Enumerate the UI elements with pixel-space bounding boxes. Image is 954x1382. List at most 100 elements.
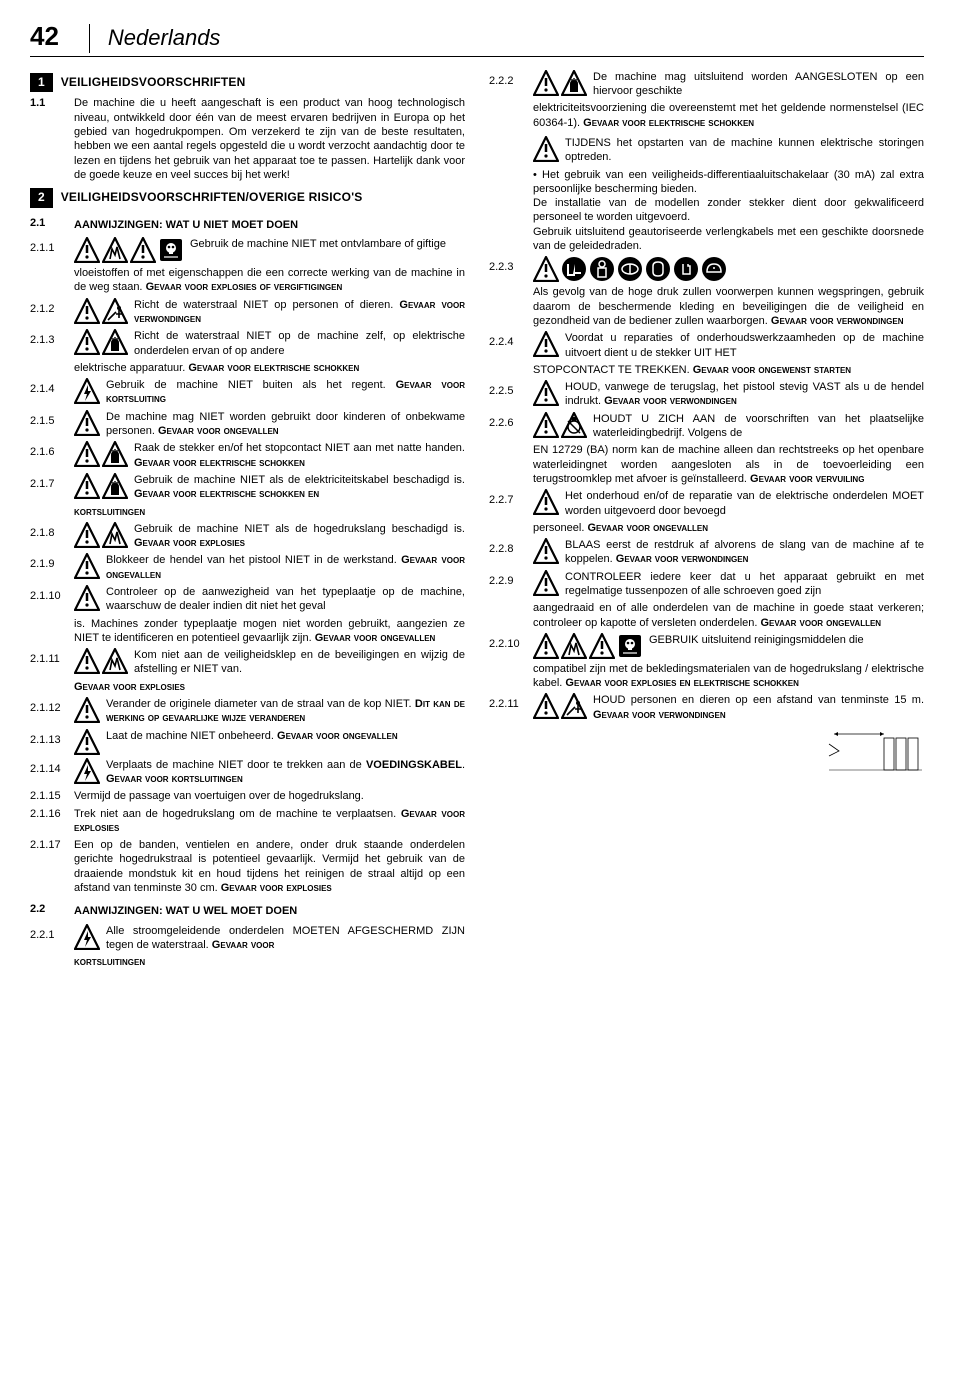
entry-text: HOUD personen en dieren op een afstand v… (593, 693, 924, 722)
entry-text: CONTROLEER iedere keer dat u het apparaa… (565, 570, 924, 599)
entry-2-2-4: 2.2.4 Voordat u reparaties of onderhouds… (489, 331, 924, 377)
section-2-head: 2 VEILIGHEIDSVOORSCHRIFTEN/OVERIGE RISIC… (30, 188, 465, 208)
entry-text: Als gevolg van de hoge druk zullen voorw… (533, 285, 924, 328)
warning-icon (130, 237, 156, 263)
sub-num: 2.1 (30, 212, 74, 234)
sub-title: AANWIJZINGEN: WAT U WEL MOET DOEN (74, 904, 297, 918)
entry-num: 2.2.11 (489, 693, 533, 711)
entry-2-1-14: 2.1.14 Verplaats de machine NIET door te… (30, 758, 465, 787)
bolt-icon (74, 924, 100, 950)
entry-text-extra: De installatie van de modellen zonder st… (533, 196, 924, 225)
entry-2-2-10: 2.2.10 GEBRUIK uitsluitend reinigingsmid… (489, 633, 924, 691)
entry-num: 2.1.4 (30, 378, 74, 396)
entry-2-1-12: 2.1.12 Verander de originele diameter va… (30, 697, 465, 726)
warning-icon (74, 522, 100, 548)
entry-num: 2.1.15 (30, 789, 74, 803)
suit-icon (589, 256, 615, 282)
page-number: 42 (30, 20, 59, 54)
warning-icon (533, 412, 559, 438)
entry-text-cont: elektriciteitsvoorziening die overeenste… (533, 101, 924, 130)
entry-text: Een op de banden, ventielen en andere, o… (74, 838, 465, 895)
entry-2-1-6: 2.1.6 Raak de stekker en/of het stopcont… (30, 441, 465, 470)
warning-icon (533, 570, 559, 596)
explosion-icon (102, 237, 128, 263)
entry-text: Verplaats de machine NIET door te trekke… (106, 758, 465, 787)
warning-icon (533, 538, 559, 564)
entry-num: 2.1.1 (30, 237, 74, 255)
warning-icon (74, 697, 100, 723)
entry-2-1-16: 2.1.16 Trek niet aan de hogedrukslang om… (30, 807, 465, 836)
entry-text-cont: personeel. Gevaar voor ongevallen (533, 521, 924, 535)
entry-text-cont: aangedraaid en of alle onderdelen van de… (533, 601, 924, 630)
language-title: Nederlands (89, 24, 221, 53)
warning-icon (533, 380, 559, 406)
entry-2-2-8: 2.2.8 BLAAS eerst de restdruk af alvoren… (489, 538, 924, 567)
entry-text-extra: Gebruik uitsluitend geautoriseerde verle… (533, 225, 924, 254)
tap-icon (561, 412, 587, 438)
entry-num: 2.1.17 (30, 838, 74, 895)
entry-num: 2.2.7 (489, 489, 533, 507)
entry-num: 2.1.9 (30, 553, 74, 571)
entry-num: 2.1.3 (30, 329, 74, 347)
entry-2-1-1: 2.1.1 Gebruik de machine NIET met ontvla… (30, 237, 465, 295)
warning-icon (74, 329, 100, 355)
entry-2-1-15: 2.1.15 Vermijd de passage van voertuigen… (30, 789, 465, 803)
entry-2-2-6: 2.2.6 HOUDT U ZICH AAN de voorschriften … (489, 412, 924, 486)
entry-text: Richt de waterstraal NIET op de machine … (134, 329, 465, 358)
entry-num: 2.2.4 (489, 331, 533, 349)
section-1-head: 1 VEILIGHEIDSVOORSCHRIFTEN (30, 73, 465, 93)
entry-2-2-2: 2.2.2 De machine mag uitsluitend worden … (489, 70, 924, 254)
right-column: 2.2.2 De machine mag uitsluitend worden … (489, 67, 924, 970)
entry-num: 2.1.2 (30, 298, 74, 316)
entry-text-cont: Gevaar voor explosies (74, 680, 465, 694)
entry-text: Verander de originele diameter van de st… (106, 697, 465, 726)
sub-title: AANWIJZINGEN: WAT U NIET MOET DOEN (74, 218, 298, 232)
entry-num: 2.1.12 (30, 697, 74, 715)
entry-num: 2.2.3 (489, 256, 533, 274)
bolt-icon (74, 378, 100, 404)
entry-2-1-9: 2.1.9 Blokkeer de hendel van het pistool… (30, 553, 465, 582)
entry-text: HOUDT U ZICH AAN de voorschriften van he… (593, 412, 924, 441)
entry-text: Kom niet aan de veiligheidsklep en de be… (134, 648, 465, 677)
entry-text: Trek niet aan de hogedrukslang om de mac… (74, 807, 465, 836)
entry-num: 2.1.7 (30, 473, 74, 491)
warning-icon (74, 298, 100, 324)
entry-num: 2.2.6 (489, 412, 533, 430)
warning-icon (533, 633, 559, 659)
entry-2-2-11: 2.2.11 HOUD personen en dieren op een af… (489, 693, 924, 722)
gloves-icon (673, 256, 699, 282)
entry-num: 2.1.8 (30, 522, 74, 540)
entry-text: Voordat u reparaties of onderhoudswerkza… (565, 331, 924, 360)
sub-num: 2.2 (30, 898, 74, 920)
entry-2-1-8: 2.1.8 Gebruik de machine NIET als de hog… (30, 522, 465, 551)
section-number: 1 (30, 73, 53, 93)
warning-icon (533, 331, 559, 357)
bolt-icon (74, 758, 100, 784)
entry-num: 2.1.6 (30, 441, 74, 459)
entry-text: Controleer op de aanwezigheid van het ty… (106, 585, 465, 614)
person-spray-icon (102, 298, 128, 324)
entry-num: 2.1.5 (30, 410, 74, 428)
entry-text: Blokkeer de hendel van het pistool NIET … (106, 553, 465, 582)
warning-icon (533, 693, 559, 719)
section-title: VEILIGHEIDSVOORSCHRIFTEN (61, 75, 246, 91)
warning-icon (533, 136, 559, 162)
entry-text: Gebruik de machine NIET buiten als het r… (106, 378, 465, 407)
skull-icon (617, 633, 643, 659)
entry-2-1-5: 2.1.5 De machine mag NIET worden gebruik… (30, 410, 465, 439)
entry-text-bullet: • Het gebruik van een veiligheids-differ… (533, 168, 924, 197)
entry-2-1-11: 2.1.11 Kom niet aan de veiligheidsklep e… (30, 648, 465, 694)
entry-text-cont: STOPCONTACT TE TREKKEN. Gevaar voor onge… (533, 363, 924, 377)
entry-num: 2.2.1 (30, 924, 74, 942)
explosion-icon (102, 522, 128, 548)
entry-text: Laat de machine NIET onbeheerd. Gevaar v… (106, 729, 465, 743)
warning-icon (74, 648, 100, 674)
entry-2-1-3: 2.1.3 Richt de waterstraal NIET op de ma… (30, 329, 465, 375)
entry-text: De machine mag NIET worden gebruikt door… (106, 410, 465, 439)
goggles-icon (617, 256, 643, 282)
entry-num: 2.2.10 (489, 633, 533, 651)
entry-2-2-1: 2.2.1 Alle stroomgeleidende onderdelen M… (30, 924, 465, 970)
entry-num: 2.1.10 (30, 585, 74, 603)
entry-num: 2.2.9 (489, 570, 533, 588)
warning-icon (74, 441, 100, 467)
